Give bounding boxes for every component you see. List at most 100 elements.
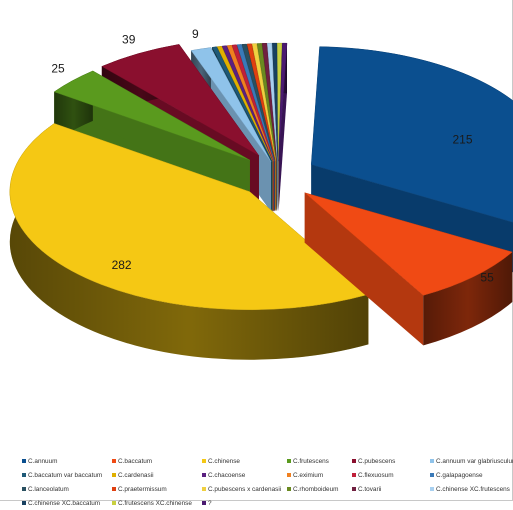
legend-label: C.lanceolatum bbox=[28, 485, 69, 493]
slice-c-lanceolatum-top bbox=[241, 43, 276, 162]
slice-c-baccatum-rim-shade bbox=[423, 252, 513, 346]
legend-swatch bbox=[430, 487, 434, 491]
slice-c-frutescens-top bbox=[53, 70, 250, 161]
legend-label: C.pubescens bbox=[358, 457, 396, 465]
slices-layer bbox=[9, 42, 513, 360]
legend-label: C.chinense XC.frutescens bbox=[436, 485, 510, 493]
slice-c-annuum-var-glabriusculum-top bbox=[190, 47, 272, 162]
legend-label: C.flexuosum bbox=[358, 471, 394, 479]
legend-item-c-baccatum: C.baccatum bbox=[112, 454, 152, 468]
slice-c-cardenasii-top bbox=[216, 45, 273, 162]
legend-swatch bbox=[22, 473, 26, 477]
legend-item-c-lanceolatum: C.lanceolatum bbox=[22, 482, 69, 496]
legend-swatch bbox=[22, 459, 26, 463]
labels-layer: 9 39 25 215 282 55 bbox=[51, 27, 494, 284]
legend-item-c-flexuosum: C.flexuosum bbox=[352, 468, 394, 482]
legend-label: C.galapagoense bbox=[436, 471, 483, 479]
legend-item-c-frutescens: C.frutescens bbox=[287, 454, 329, 468]
legend-item-c-baccatum-var-baccatum: C.baccatum var baccatum bbox=[22, 468, 102, 482]
legend-row: C.lanceolatum C.praetermissum C.pubescens … bbox=[22, 482, 512, 496]
slice-c-chinense-xc-frutescens-top bbox=[266, 42, 278, 162]
legend-label: C.frutescens bbox=[293, 457, 329, 465]
legend-item-c-pubescens-x-cardenasii: C.pubescens x cardenasii bbox=[202, 482, 281, 496]
legend-item-c-chinense-xc-baccatum: C.chinense XC.baccatum bbox=[22, 496, 100, 510]
legend-swatch bbox=[112, 501, 116, 505]
legend-swatch bbox=[202, 501, 206, 505]
legend-swatch bbox=[352, 487, 356, 491]
legend-item-c-chinense: C.chinense bbox=[202, 454, 240, 468]
legend-item-c-annuum: C.annuum bbox=[22, 454, 58, 468]
legend-swatch bbox=[430, 459, 434, 463]
legend-row: C.baccatum var baccatum C.cardenasii C.cha… bbox=[22, 468, 512, 482]
legend-item-c-praetermissum: C.praetermissum bbox=[112, 482, 167, 496]
legend-item-unknown: ? bbox=[202, 496, 212, 510]
legend-label: C.pubescens x cardenasii bbox=[208, 485, 282, 493]
slice-c-pubescens-top bbox=[101, 44, 260, 156]
legend-row: C.chinense XC.baccatum C.frutescens XC.ch… bbox=[22, 496, 512, 510]
legend-item-c-chacoense: C.chacoense bbox=[202, 468, 245, 482]
legend-item-c-chinense-xc-frutescens: C.chinense XC.frutescens bbox=[430, 482, 510, 496]
legend-label: C.praetermissum bbox=[118, 485, 167, 493]
legend-swatch bbox=[112, 487, 116, 491]
slice-c-baccatum-top bbox=[304, 192, 513, 296]
slice-c-frutescens-xc-chinense-top bbox=[277, 42, 283, 162]
legend-swatch bbox=[287, 473, 291, 477]
slice-c-annuum-top bbox=[310, 46, 513, 223]
legend-item-c-tovarii: C.tovarii bbox=[352, 482, 381, 496]
legend-swatch bbox=[22, 501, 26, 505]
legend-label: C.rhomboideum bbox=[293, 485, 339, 493]
slice-c-chinense bbox=[9, 123, 369, 360]
slice-c-praetermissum-top bbox=[246, 43, 276, 162]
legend-swatch bbox=[112, 459, 116, 463]
legend-swatch bbox=[202, 487, 206, 491]
legend-swatch bbox=[22, 487, 26, 491]
legend-label: C.cardenasii bbox=[118, 471, 154, 479]
slice-c-galapagoense-top bbox=[236, 44, 275, 162]
legend-swatch bbox=[352, 473, 356, 477]
legend-item-c-galapagoense: C.galapagoense bbox=[430, 468, 483, 482]
legend-label: C.chacoense bbox=[208, 471, 246, 479]
slice-unknown-top bbox=[278, 42, 288, 162]
legend-swatch bbox=[352, 459, 356, 463]
legend-label: C.tovarii bbox=[358, 485, 382, 493]
legend-label: C.annuum var glabriusculum bbox=[436, 457, 513, 465]
legend-label: C.baccatum var baccatum bbox=[28, 471, 103, 479]
legend-label: C.eximium bbox=[293, 471, 324, 479]
slice-c-chacoense-top bbox=[221, 45, 274, 162]
data-label-c-pubescens: 39 bbox=[122, 32, 136, 46]
slice-c-baccatum-wall-1 bbox=[304, 192, 424, 346]
legend-item-c-eximium: C.eximium bbox=[287, 468, 323, 482]
slice-c-chinense-rim-shade bbox=[9, 123, 369, 360]
legend-swatch bbox=[287, 487, 291, 491]
slice-c-baccatum-var-baccatum-top bbox=[211, 46, 273, 162]
legend-swatch bbox=[202, 459, 206, 463]
slice-c-chinense-xc-baccatum-top bbox=[271, 42, 278, 162]
legend-label: C.chinense bbox=[208, 457, 240, 465]
data-label-c-frutescens: 25 bbox=[51, 61, 65, 75]
legend-item-c-cardenasii: C.cardenasii bbox=[112, 468, 154, 482]
legend-item-c-rhomboideum: C.rhomboideum bbox=[287, 482, 338, 496]
slice-c-tovarii-top bbox=[261, 42, 278, 162]
legend-swatch bbox=[112, 473, 116, 477]
data-label-c-annuum: 215 bbox=[453, 133, 473, 147]
data-label-c-annuum-var-glabriusculum: 9 bbox=[192, 27, 199, 41]
legend: C.annuum C.baccatum C.chinense C.frutescens… bbox=[22, 454, 513, 510]
legend-label: C.baccatum bbox=[118, 457, 153, 465]
legend-item-c-frutescens-xc-chinense: C.frutescens XC.chinense bbox=[112, 496, 192, 510]
slice-c-baccatum bbox=[304, 192, 513, 346]
slice-c-pubescens-x-cardenasii-top bbox=[251, 43, 277, 162]
pie-chart: 9 39 25 215 282 55 bbox=[9, 27, 513, 360]
legend-swatch bbox=[430, 473, 434, 477]
slice-unknown bbox=[278, 42, 288, 212]
legend-item-c-annuum-var-glabriusculum: C.annuum var glabriusculum bbox=[430, 454, 513, 468]
data-label-c-baccatum: 55 bbox=[480, 270, 494, 284]
legend-swatch bbox=[287, 459, 291, 463]
slice-c-eximium-top bbox=[226, 44, 274, 162]
slice-c-chinense-top bbox=[9, 123, 369, 311]
legend-swatch bbox=[202, 473, 206, 477]
legend-row: C.annuum C.baccatum C.chinense C.frutescens… bbox=[22, 454, 513, 468]
slice-c-rhomboideum-top bbox=[256, 43, 277, 162]
slice-c-flexuosum-top bbox=[231, 44, 275, 162]
legend-item-c-pubescens: C.pubescens bbox=[352, 454, 395, 468]
